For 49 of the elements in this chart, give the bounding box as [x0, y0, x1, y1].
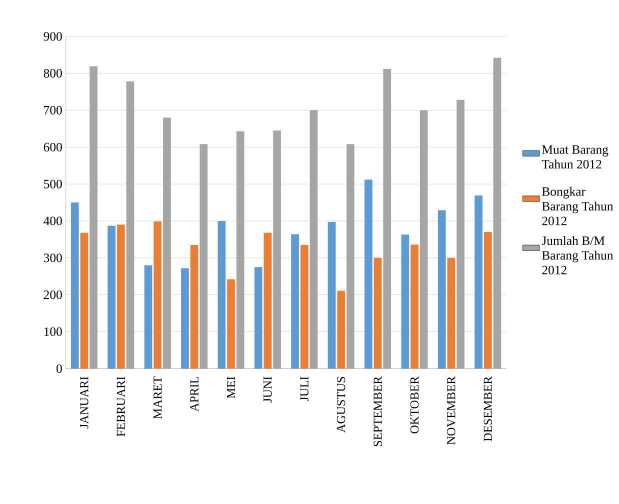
y-tick-label: 900 [44, 32, 62, 41]
x-tick-label: JULI [300, 376, 308, 402]
x-tick-label: APRIL [190, 376, 198, 412]
bar [328, 222, 336, 368]
bar [218, 220, 226, 368]
bar [144, 265, 152, 368]
x-tick-label: FEBRUARI [116, 376, 126, 436]
y-tick-label: 800 [44, 68, 62, 78]
x-tick-label: MARET [154, 376, 162, 419]
bar [438, 210, 446, 368]
bar [154, 221, 162, 368]
bar [254, 266, 262, 368]
bar [447, 258, 456, 368]
y-tick-label: 0 [56, 364, 62, 373]
y-tick-label: 200 [44, 290, 62, 299]
x-tick-label: MEI [227, 376, 236, 398]
bar [264, 232, 272, 368]
y-tick-label: 300 [44, 253, 62, 262]
bar [401, 234, 410, 368]
bar [300, 244, 308, 368]
y-tick-label: 700 [44, 106, 62, 114]
x-tick-label: AGUSTUS [336, 376, 346, 432]
bar [190, 244, 198, 368]
y-tick-label: 500 [44, 180, 62, 188]
x-tick-label: NOVEMBER [447, 376, 456, 444]
x-tick-label: SEPTEMBER [374, 376, 382, 446]
bar [337, 290, 346, 368]
y-tick-label: 100 [44, 327, 62, 336]
bar [410, 244, 418, 368]
legend-label: Jumlah B/M Barang Tahun 2012 [542, 236, 614, 274]
x-tick-label: DESEMBER [484, 376, 492, 442]
bar [70, 202, 79, 368]
bar [80, 232, 88, 368]
x-tick-label: JANUARI [80, 376, 88, 428]
legend-label: Bongkar Barang Tahun 2012 [542, 186, 614, 226]
y-tick-label: 400 [44, 216, 62, 226]
bar [484, 232, 492, 368]
y-tick-label: 600 [44, 142, 62, 152]
x-tick-label: OKTOBER [410, 376, 419, 434]
bar [364, 179, 372, 368]
bar [108, 226, 116, 368]
bar [374, 258, 382, 368]
legend-label: Muat Barang Tahun 2012 [542, 145, 608, 168]
bar [291, 234, 299, 368]
bar [474, 195, 482, 368]
bar [116, 224, 125, 368]
bar [181, 268, 189, 368]
bar [227, 279, 235, 368]
x-tick-label: JUNI [264, 376, 272, 402]
